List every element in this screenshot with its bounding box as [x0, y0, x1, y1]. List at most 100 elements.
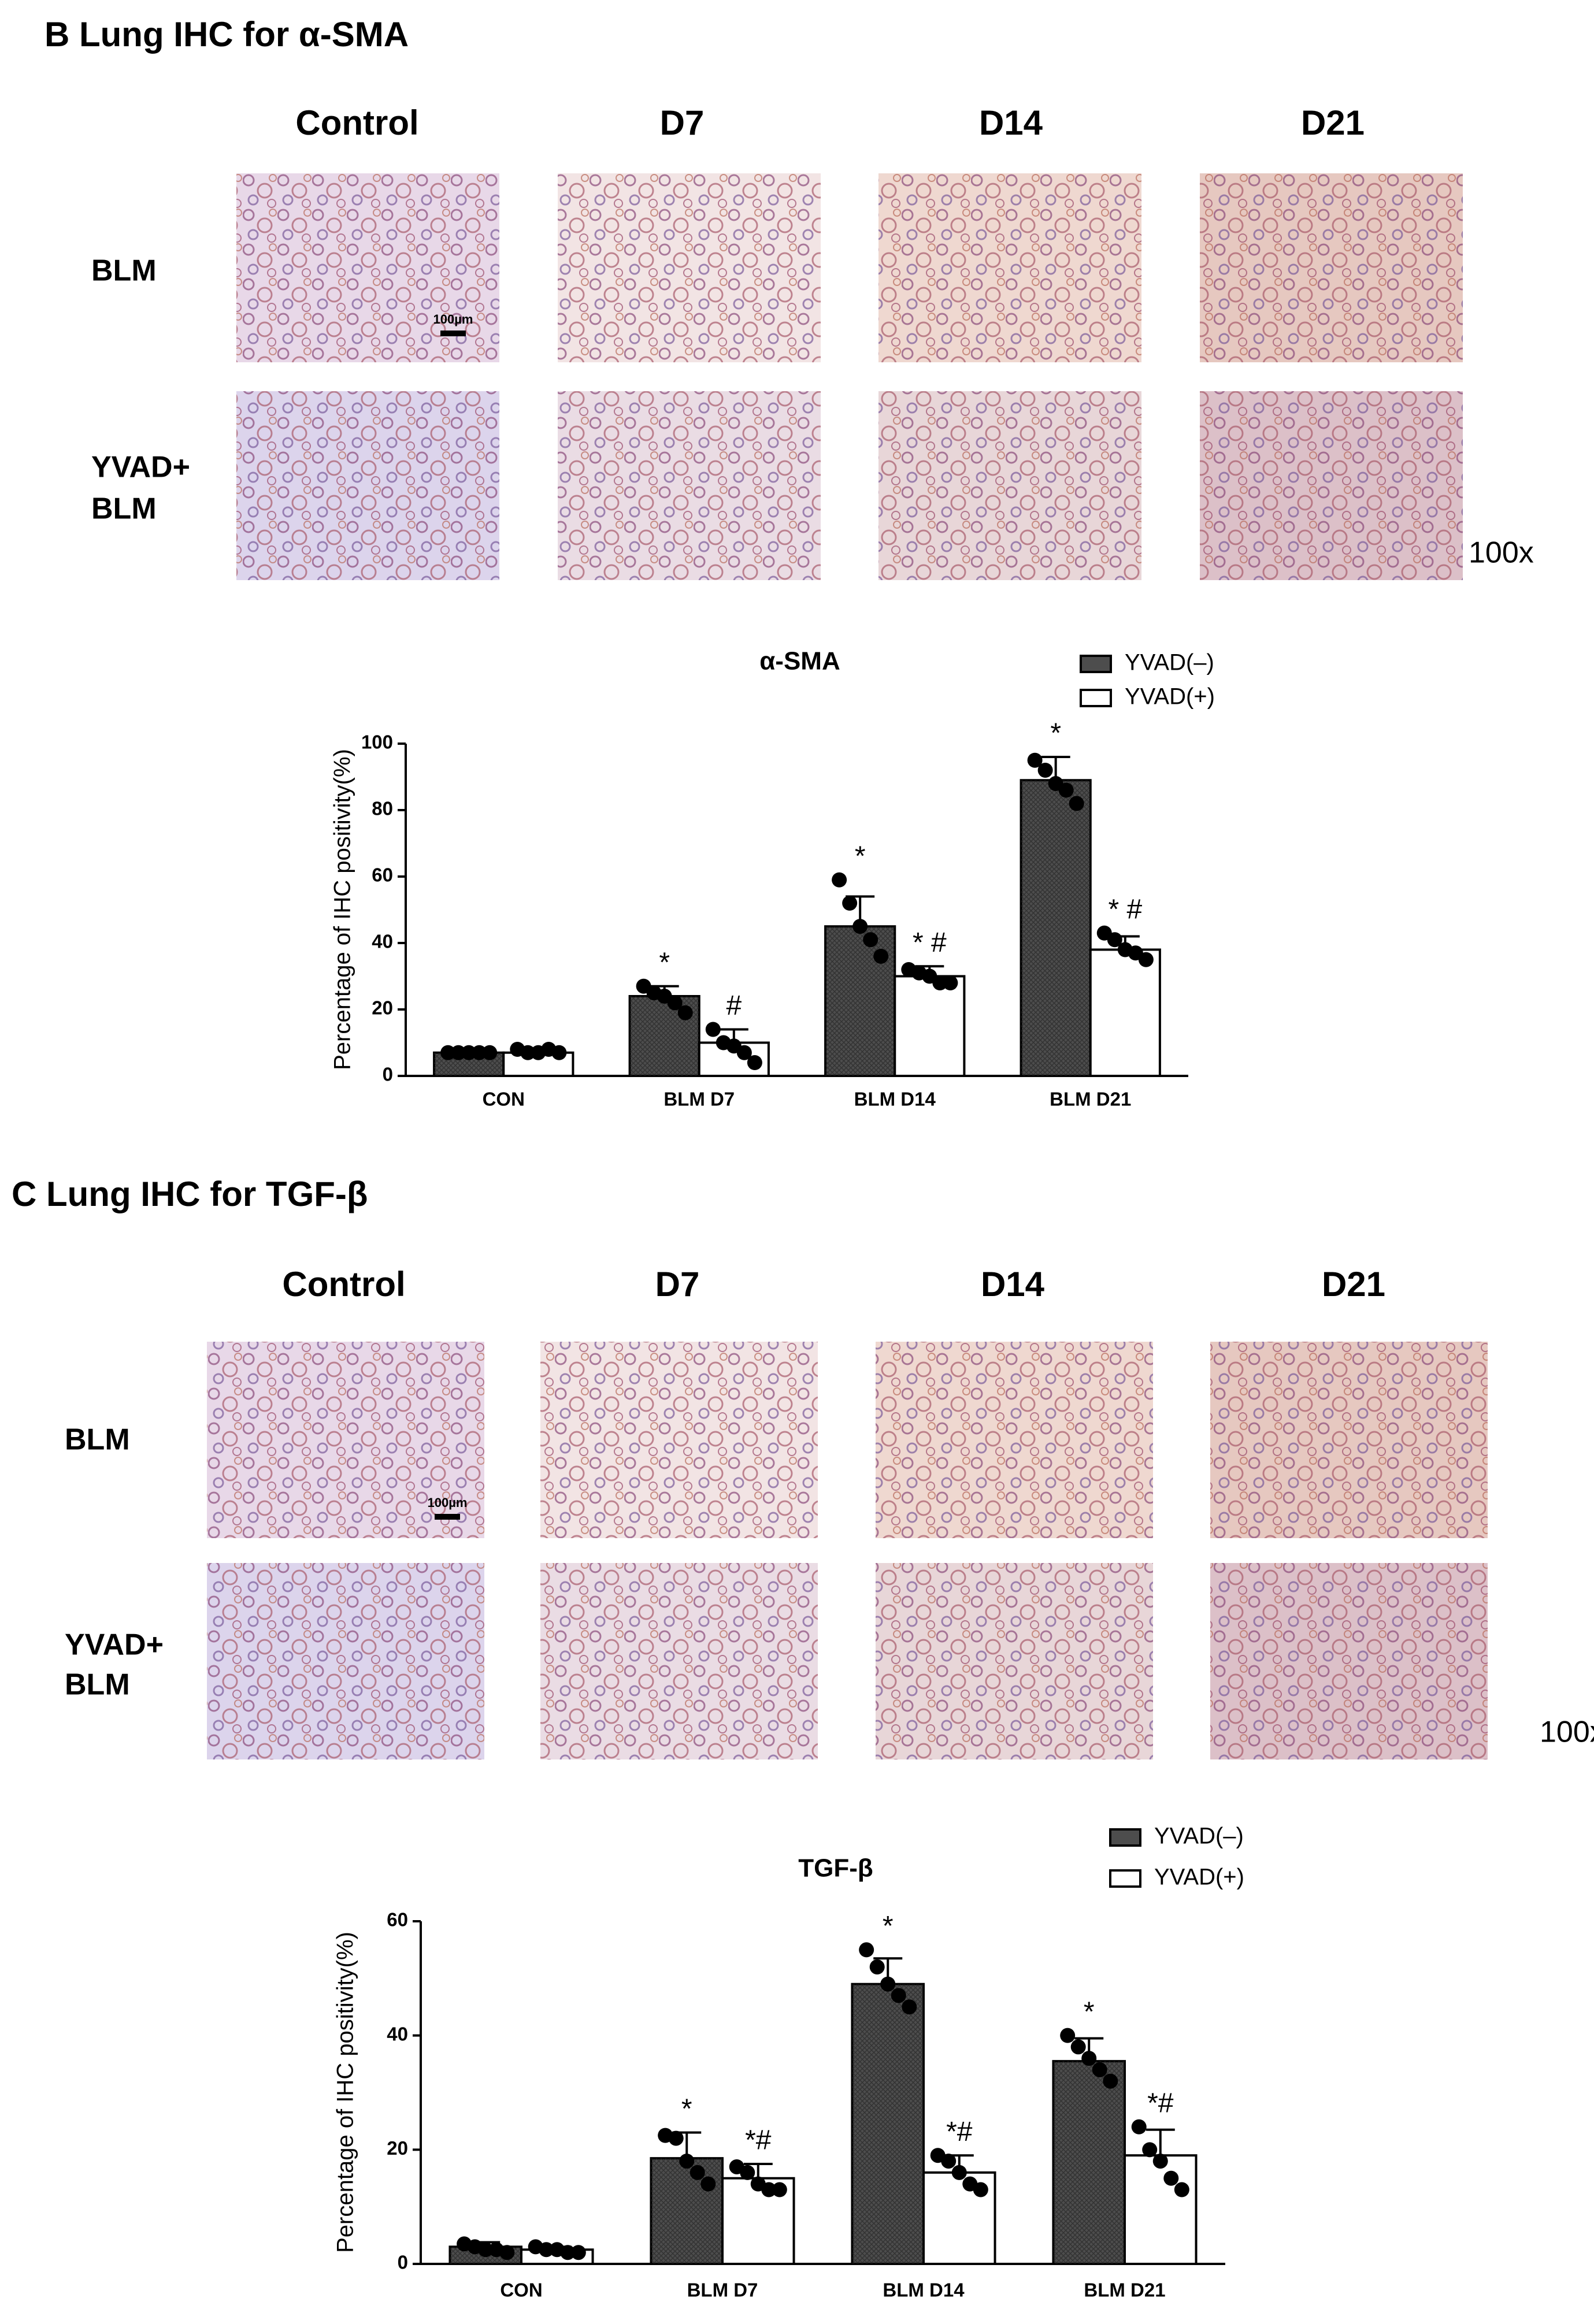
- scale-bar-label: 100µm: [433, 312, 473, 326]
- significance-label: * #: [1108, 894, 1142, 925]
- legend-label: YVAD(+): [1125, 684, 1215, 710]
- bar-hatch: [1021, 780, 1091, 1076]
- x-tick-label: BLM D14: [854, 1089, 936, 1110]
- bar-hatch: [825, 926, 895, 1076]
- y-axis-label: Percentage of IHC positivity(%): [330, 749, 355, 1070]
- data-point: [863, 932, 878, 948]
- data-point: [679, 2154, 695, 2169]
- micrograph-texture: [1210, 1342, 1488, 1538]
- data-point: [1037, 763, 1053, 778]
- data-point: [482, 1045, 498, 1060]
- data-point: [1131, 2119, 1147, 2134]
- bar: [894, 975, 966, 1077]
- data-point: [1060, 2028, 1076, 2043]
- significance-label: *: [855, 841, 866, 871]
- data-point: [1103, 2073, 1118, 2089]
- column-label: D21: [1322, 1265, 1385, 1304]
- x-tick-label: BLM D7: [687, 2280, 758, 2301]
- significance-label: *: [681, 2093, 692, 2124]
- column-label: D7: [660, 103, 705, 142]
- legend-swatch: [1080, 655, 1112, 673]
- y-tick-label: 0: [398, 2252, 408, 2273]
- data-point: [461, 1045, 477, 1060]
- significance-label: * #: [913, 927, 947, 958]
- bar-hatch: [651, 2158, 722, 2264]
- data-point: [941, 2154, 957, 2169]
- row-label: BLM: [91, 254, 157, 288]
- scale-bar: [435, 1514, 460, 1520]
- chart-title: α-SMA: [759, 647, 840, 675]
- data-point: [705, 1022, 721, 1037]
- data-point: [677, 1005, 693, 1020]
- significance-label: *: [1050, 718, 1061, 749]
- data-point: [1069, 796, 1084, 811]
- chart-title: TGF-β: [798, 1854, 873, 1883]
- column-label: Control: [282, 1265, 405, 1304]
- data-point: [873, 949, 889, 964]
- data-point: [700, 2176, 716, 2192]
- bar-hatch: [1053, 2061, 1125, 2264]
- row-label: YVAD+: [91, 451, 190, 484]
- bar: [1089, 948, 1161, 1077]
- data-point: [520, 1045, 536, 1060]
- micrograph-texture: [236, 391, 499, 580]
- y-tick-label: 20: [372, 997, 393, 1019]
- micrograph-texture: [558, 173, 821, 362]
- column-label: D7: [655, 1265, 700, 1304]
- data-point: [932, 975, 948, 990]
- legend-swatch: [1109, 1869, 1141, 1888]
- data-point: [736, 1045, 752, 1060]
- data-point: [842, 896, 858, 911]
- micrograph-texture: [558, 391, 821, 580]
- data-point: [551, 1045, 567, 1060]
- error-bar: [743, 2163, 773, 2178]
- data-point: [902, 1999, 917, 2015]
- row-label: BLM: [65, 1423, 130, 1457]
- data-point: [740, 2165, 755, 2180]
- data-point: [1142, 2142, 1158, 2158]
- x-tick-label: CON: [500, 2280, 542, 2301]
- micrograph-texture: [207, 1342, 484, 1538]
- micrograph-texture: [876, 1342, 1153, 1538]
- data-point: [1092, 2062, 1107, 2077]
- data-point: [499, 2245, 515, 2260]
- micrograph-texture: [540, 1563, 818, 1759]
- micrograph-texture: [540, 1342, 818, 1538]
- significance-label: *#: [745, 2125, 772, 2156]
- x-tick-label: BLM D21: [1050, 1089, 1131, 1110]
- data-point: [880, 1976, 896, 1992]
- data-point: [1138, 952, 1154, 967]
- data-point: [570, 2245, 586, 2260]
- data-point: [951, 2165, 967, 2180]
- legend-label: YVAD(+): [1154, 1865, 1244, 1890]
- y-tick-label: 20: [387, 2137, 408, 2159]
- data-point: [832, 872, 847, 888]
- data-point: [891, 1988, 906, 2003]
- scale-bar: [440, 331, 466, 336]
- x-tick-label: BLM D21: [1084, 2280, 1165, 2301]
- y-tick-label: 100: [361, 732, 393, 753]
- data-point: [973, 2182, 988, 2197]
- magnification: 100x: [1540, 1716, 1594, 1749]
- significance-label: *: [659, 947, 670, 978]
- data-point: [1107, 932, 1122, 948]
- data-point: [772, 2182, 787, 2197]
- data-point: [761, 2182, 777, 2197]
- data-point: [1081, 2051, 1097, 2066]
- data-point: [451, 1045, 466, 1060]
- scale-bar-label: 100µm: [428, 1495, 468, 1510]
- column-label: D14: [979, 103, 1043, 142]
- significance-label: *#: [946, 2117, 973, 2147]
- y-tick-label: 0: [383, 1064, 393, 1085]
- column-label: Control: [295, 103, 418, 142]
- micrograph-texture: [876, 1563, 1153, 1759]
- data-point: [560, 2245, 576, 2260]
- data-point: [1027, 752, 1043, 768]
- y-axis-label: Percentage of IHC positivity(%): [333, 1932, 358, 2253]
- data-point: [1163, 2170, 1179, 2186]
- data-point: [852, 919, 868, 934]
- micrograph-texture: [1210, 1563, 1488, 1759]
- data-point: [539, 2242, 554, 2258]
- data-point: [668, 2130, 684, 2146]
